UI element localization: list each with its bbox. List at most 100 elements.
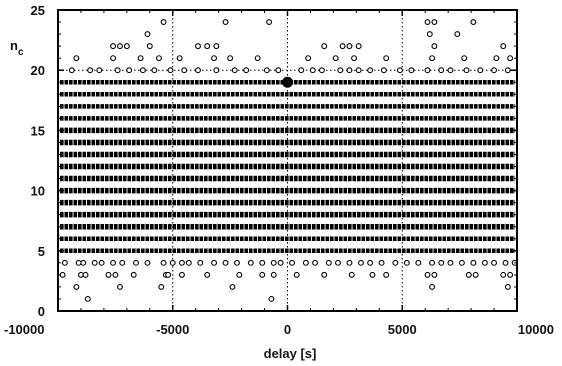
- data-point: [130, 271, 137, 278]
- data-point: [165, 271, 172, 278]
- data-point: [178, 259, 185, 266]
- data-point: [431, 271, 438, 278]
- data-point: [222, 259, 229, 266]
- data-point: [383, 55, 390, 62]
- x-tick-label: -10000: [4, 322, 44, 337]
- data-point: [408, 67, 415, 74]
- data-point: [348, 271, 355, 278]
- y-tick-label: 25: [31, 3, 45, 18]
- data-point: [270, 271, 277, 278]
- data-point: [169, 259, 176, 266]
- data-point: [289, 259, 296, 266]
- data-point: [298, 67, 305, 74]
- data-point: [369, 271, 376, 278]
- data-point: [346, 259, 353, 266]
- data-point: [472, 271, 479, 278]
- x-tick-label: 5000: [388, 322, 417, 337]
- data-point: [268, 296, 275, 302]
- data-point: [160, 19, 167, 25]
- data-point: [204, 271, 211, 278]
- data-point: [339, 43, 346, 50]
- data-point: [259, 271, 266, 278]
- data-point: [337, 67, 344, 74]
- data-point: [139, 67, 146, 74]
- data-point: [438, 259, 445, 266]
- data-point: [500, 43, 507, 50]
- data-point: [181, 67, 188, 74]
- data-point: [195, 43, 201, 50]
- data-point: [424, 67, 431, 74]
- data-point: [119, 259, 126, 266]
- data-point: [73, 55, 80, 62]
- data-point: [151, 67, 158, 74]
- data-point: [123, 43, 130, 50]
- data-point: [204, 43, 211, 50]
- data-point: [491, 259, 497, 266]
- data-point: [275, 67, 282, 74]
- data-point: [195, 67, 201, 74]
- data-point: [114, 67, 121, 74]
- data-point: [312, 259, 318, 266]
- data-point: [500, 271, 507, 278]
- data-point: [254, 55, 261, 62]
- data-point: [117, 43, 123, 50]
- y-tick-label: 15: [31, 123, 45, 138]
- data-point: [133, 259, 139, 266]
- x-axis-label: delay [s]: [264, 346, 317, 361]
- data-point: [383, 271, 390, 278]
- x-tick-label: 10000: [518, 322, 554, 337]
- data-point: [493, 55, 500, 62]
- data-point: [211, 55, 218, 62]
- y-tick-label: 0: [38, 304, 45, 319]
- data-point: [335, 259, 341, 266]
- data-point: [91, 259, 98, 266]
- data-point: [117, 283, 123, 290]
- data-point: [213, 43, 220, 50]
- data-point: [73, 283, 80, 290]
- data-point: [247, 259, 254, 266]
- grid-lines: [58, 10, 517, 311]
- y-tick-label: 20: [31, 63, 45, 78]
- data-point: [277, 259, 284, 266]
- data-point: [178, 271, 185, 278]
- data-point: [504, 67, 511, 74]
- data-point: [470, 19, 477, 25]
- data-point: [431, 43, 438, 50]
- data-point: [463, 67, 470, 74]
- data-point: [325, 259, 332, 266]
- data-point: [309, 67, 316, 74]
- data-point: [68, 67, 75, 74]
- data-point: [84, 296, 91, 302]
- data-point: [98, 259, 105, 266]
- data-point: [229, 283, 236, 290]
- data-point: [185, 259, 192, 266]
- y-axis-label-subscript: c: [18, 47, 24, 58]
- y-tick-labels: 0 5 10 15 20 25: [31, 3, 45, 319]
- data-point: [146, 43, 153, 50]
- data-point: [321, 43, 328, 50]
- data-point: [431, 19, 438, 25]
- data-point: [502, 259, 509, 266]
- y-tick-label: 5: [38, 244, 45, 259]
- y-tick-label: 10: [31, 184, 45, 199]
- data-point: [110, 259, 117, 266]
- data-point: [424, 271, 431, 278]
- data-point: [176, 55, 183, 62]
- data-point: [454, 31, 461, 38]
- data-point: [110, 55, 117, 62]
- x-tick-label: -5000: [156, 322, 189, 337]
- data-point: [332, 55, 339, 62]
- data-point: [491, 67, 497, 74]
- data-point: [144, 259, 151, 266]
- data-point: [156, 55, 162, 62]
- data-point: [96, 67, 103, 74]
- data-point: [465, 271, 472, 278]
- data-point: [82, 271, 89, 278]
- data-point: [477, 67, 484, 74]
- data-point: [234, 259, 240, 266]
- data-point: [318, 67, 325, 74]
- data-point: [61, 259, 68, 266]
- data-point: [461, 55, 468, 62]
- data-point: [293, 271, 300, 278]
